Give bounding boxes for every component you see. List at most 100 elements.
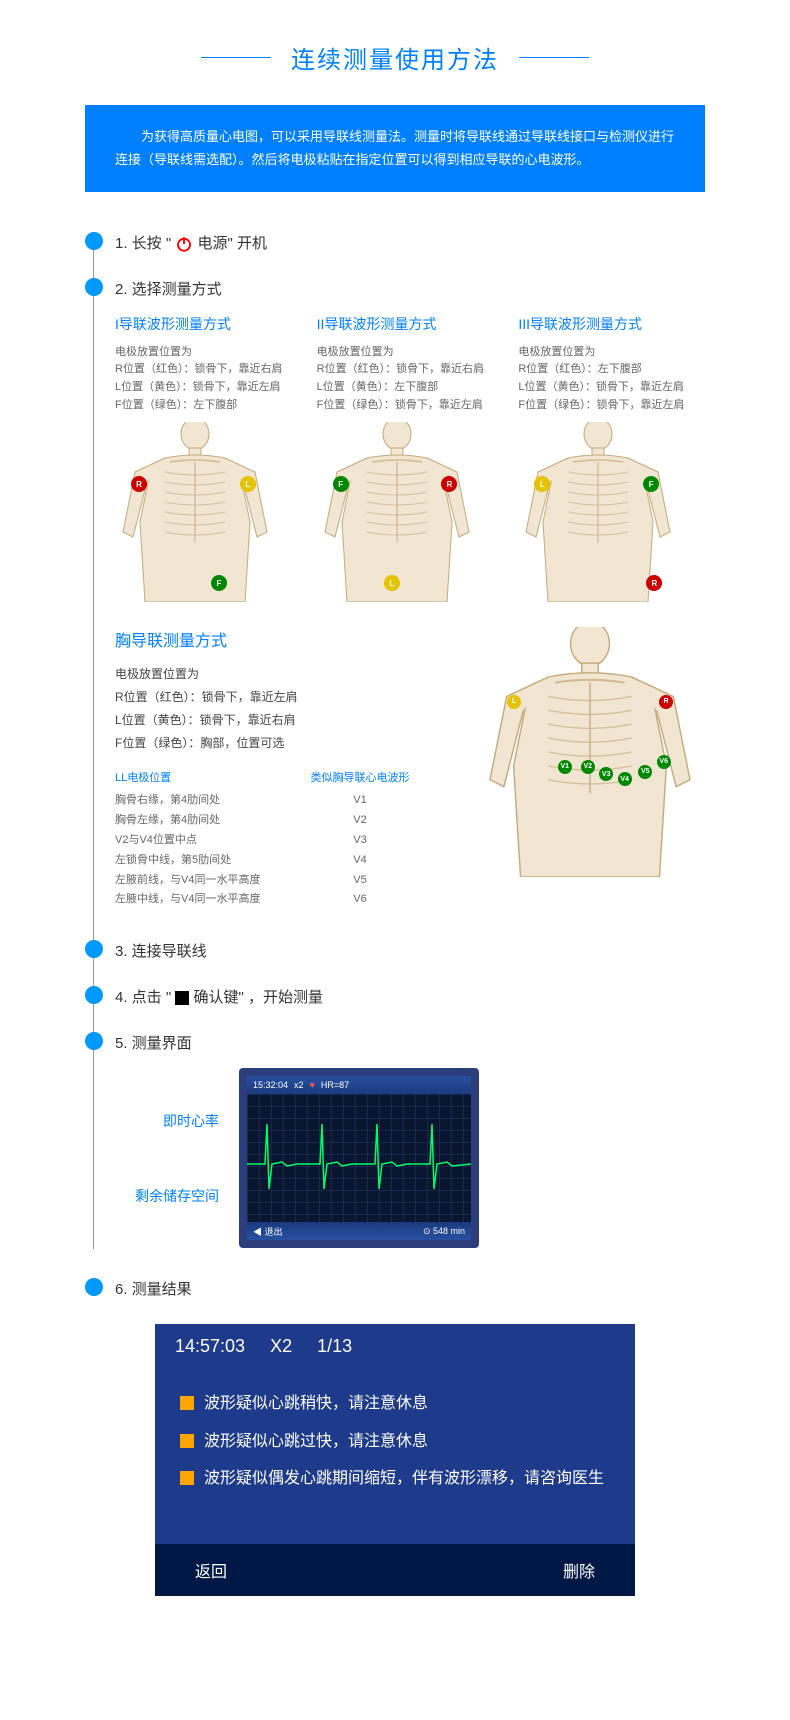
result-body: 波形疑似心跳稍快，请注意休息波形疑似心跳过快，请注意休息波形疑似偶发心跳期间缩短… [155, 1369, 635, 1544]
electrode-V2: V2 [581, 760, 595, 774]
lead-desc: 电极放置位置为 R位置（红色）：锁骨下，靠近右肩 L位置（黄色）：左下腹部 F位… [317, 344, 504, 414]
result-text: 波形疑似心跳过快，请注意休息 [204, 1429, 428, 1455]
result-header: 14:57:03 X2 1/13 [155, 1324, 635, 1369]
ll-table-row: 胸骨右缘，第4肋间处V1 [115, 791, 455, 811]
result-text: 波形疑似偶发心跳期间缩短，伴有波形漂移，请咨询医生 [204, 1466, 604, 1492]
chest-section: 胸导联测量方式 电极放置位置为 R位置（红色）：锁骨下，靠近左肩 L位置（黄色）… [115, 627, 705, 910]
step-5-label: 5. 测量界面 [105, 1032, 705, 1053]
ll-h2: 类似胸导联心电波形 [265, 769, 455, 785]
ll-wave: V6 [265, 890, 455, 910]
step-1: 1. 长按 " 电源" 开机 [105, 232, 705, 253]
power-icon [175, 235, 193, 253]
ll-table-row: 左腋中线，与V4同一水平高度V6 [115, 890, 455, 910]
label-storage: 剩余储存空间 [135, 1186, 219, 1206]
monitor-device: 15:32:04 x2 ♥ HR=87 ◀ 退出 ⊙ 548 min [239, 1068, 479, 1248]
leads-row: I导联波形测量方式 电极放置位置为 R位置（红色）：锁骨下，靠近右肩 L位置（黄… [115, 314, 705, 602]
electrode-L: L [384, 575, 400, 591]
step-3-label: 3. 连接导联线 [105, 940, 705, 961]
step-4-text-b: 确认键" ，开始测量 [194, 989, 324, 1006]
page-title: 连续测量使用方法 [291, 40, 499, 75]
step-4-text-a: 4. 点击 " [115, 989, 171, 1006]
step-6-label: 6. 测量结果 [105, 1278, 705, 1299]
label-hr: 即时心率 [163, 1111, 219, 1131]
ll-table-row: 左锁骨中线，第5肋间处V4 [115, 851, 455, 871]
ll-h1: LL电极位置 [115, 769, 265, 785]
bullet-icon [180, 1471, 194, 1485]
delete-button[interactable]: 删除 [563, 1558, 595, 1582]
monitor-hr: HR=87 [321, 1080, 349, 1090]
ll-pos: 左腋中线，与V4同一水平高度 [115, 890, 265, 910]
monitor-zoom: x2 [294, 1080, 304, 1090]
confirm-icon [175, 991, 189, 1005]
step-marker [85, 232, 103, 250]
ll-wave: V1 [265, 791, 455, 811]
lead-desc: 电极放置位置为 R位置（红色）：左下腹部 L位置（黄色）：锁骨下，靠近左肩 F位… [518, 344, 705, 414]
timeline: 1. 长按 " 电源" 开机 2. 选择测量方式 I导联波形测量方式 电极放置位… [85, 232, 705, 1299]
ll-wave: V5 [265, 871, 455, 891]
torso-diagram: RLF [115, 422, 275, 602]
step-marker [85, 986, 103, 1004]
result-time: 14:57:03 [175, 1336, 245, 1357]
step-1-text-a: 1. 长按 " [115, 235, 171, 252]
electrode-R: R [659, 695, 673, 709]
electrode-V6: V6 [657, 755, 671, 769]
ll-pos: V2与V4位置中点 [115, 831, 265, 851]
chest-torso: LRV1V2V3V4V5V6 [475, 627, 705, 877]
ll-table-header: LL电极位置 类似胸导联心电波形 [115, 769, 455, 785]
ll-wave: V3 [265, 831, 455, 851]
step-5: 5. 测量界面 即时心率 剩余储存空间 15:32:04 x2 ♥ HR=87 [105, 1032, 705, 1248]
intro-box: 为获得高质量心电图，可以采用导联线测量法。测量时将导联线通过导联线接口与检测仪进… [85, 105, 705, 192]
step-1-text-b: 电源" 开机 [198, 235, 268, 252]
electrode-L: L [507, 695, 521, 709]
step-4: 4. 点击 " 确认键" ，开始测量 [105, 986, 705, 1007]
torso-diagram: FRL [317, 422, 477, 602]
step-2-label: 2. 选择测量方式 [105, 278, 705, 299]
step-marker [85, 1278, 103, 1296]
monitor-labels: 即时心率 剩余储存空间 [135, 1111, 219, 1206]
lead-column: I导联波形测量方式 电极放置位置为 R位置（红色）：锁骨下，靠近右肩 L位置（黄… [115, 314, 302, 602]
ll-wave: V4 [265, 851, 455, 871]
chest-right: LRV1V2V3V4V5V6 [475, 627, 705, 910]
ll-pos: 胸骨右缘，第4肋间处 [115, 791, 265, 811]
chest-left: 胸导联测量方式 电极放置位置为 R位置（红色）：锁骨下，靠近左肩 L位置（黄色）… [115, 627, 455, 910]
chest-f: F位置（绿色）：胸部，位置可选 [115, 732, 455, 755]
step-marker [85, 1032, 103, 1050]
result-zoom: X2 [270, 1336, 292, 1357]
monitor-exit[interactable]: ◀ 退出 [253, 1225, 283, 1238]
ll-table-row: 左腋前线，与V4同一水平高度V5 [115, 871, 455, 891]
result-item: 波形疑似偶发心跳期间缩短，伴有波形漂移，请咨询医生 [180, 1466, 610, 1492]
step-marker [85, 940, 103, 958]
torso-diagram: LFR [518, 422, 678, 602]
lead-column: III导联波形测量方式 电极放置位置为 R位置（红色）：左下腹部 L位置（黄色）… [518, 314, 705, 602]
lead-title: III导联波形测量方式 [518, 314, 705, 334]
lead-title: I导联波形测量方式 [115, 314, 302, 334]
ll-table: LL电极位置 类似胸导联心电波形 胸骨右缘，第4肋间处V1胸骨左缘，第4肋间处V… [115, 769, 455, 910]
back-button[interactable]: 返回 [195, 1558, 227, 1582]
chest-desc: 电极放置位置为 R位置（红色）：锁骨下，靠近左肩 L位置（黄色）：锁骨下，靠近右… [115, 663, 455, 754]
ecg-waveform [247, 1094, 471, 1220]
monitor-bottom-bar: ◀ 退出 ⊙ 548 min [247, 1222, 471, 1240]
monitor-section: 即时心率 剩余储存空间 15:32:04 x2 ♥ HR=87 [135, 1068, 705, 1248]
ll-pos: 左腋前线，与V4同一水平高度 [115, 871, 265, 891]
electrode-F: F [333, 476, 349, 492]
monitor-time: 15:32:04 [253, 1080, 288, 1090]
monitor-screen [247, 1094, 471, 1222]
ll-wave: V2 [265, 811, 455, 831]
ll-table-row: 胸骨左缘，第4肋间处V2 [115, 811, 455, 831]
ll-table-row: V2与V4位置中点V3 [115, 831, 455, 851]
ll-pos: 胸骨左缘，第4肋间处 [115, 811, 265, 831]
monitor-remain: ⊙ 548 min [423, 1226, 465, 1237]
bullet-icon [180, 1434, 194, 1448]
chest-l: L位置（黄色）：锁骨下，靠近右肩 [115, 709, 455, 732]
electrode-L: L [240, 476, 256, 492]
lead-title: II导联波形测量方式 [317, 314, 504, 334]
page-title-section: 连续测量使用方法 [85, 40, 705, 75]
step-3: 3. 连接导联线 [105, 940, 705, 961]
result-item: 波形疑似心跳过快，请注意休息 [180, 1429, 610, 1455]
monitor-top-bar: 15:32:04 x2 ♥ HR=87 [247, 1076, 471, 1094]
result-box: 14:57:03 X2 1/13 波形疑似心跳稍快，请注意休息波形疑似心跳过快，… [155, 1324, 635, 1596]
step-marker [85, 278, 103, 296]
result-item: 波形疑似心跳稍快，请注意休息 [180, 1391, 610, 1417]
step-2: 2. 选择测量方式 I导联波形测量方式 电极放置位置为 R位置（红色）：锁骨下，… [105, 278, 705, 910]
title-line-left [201, 57, 271, 58]
